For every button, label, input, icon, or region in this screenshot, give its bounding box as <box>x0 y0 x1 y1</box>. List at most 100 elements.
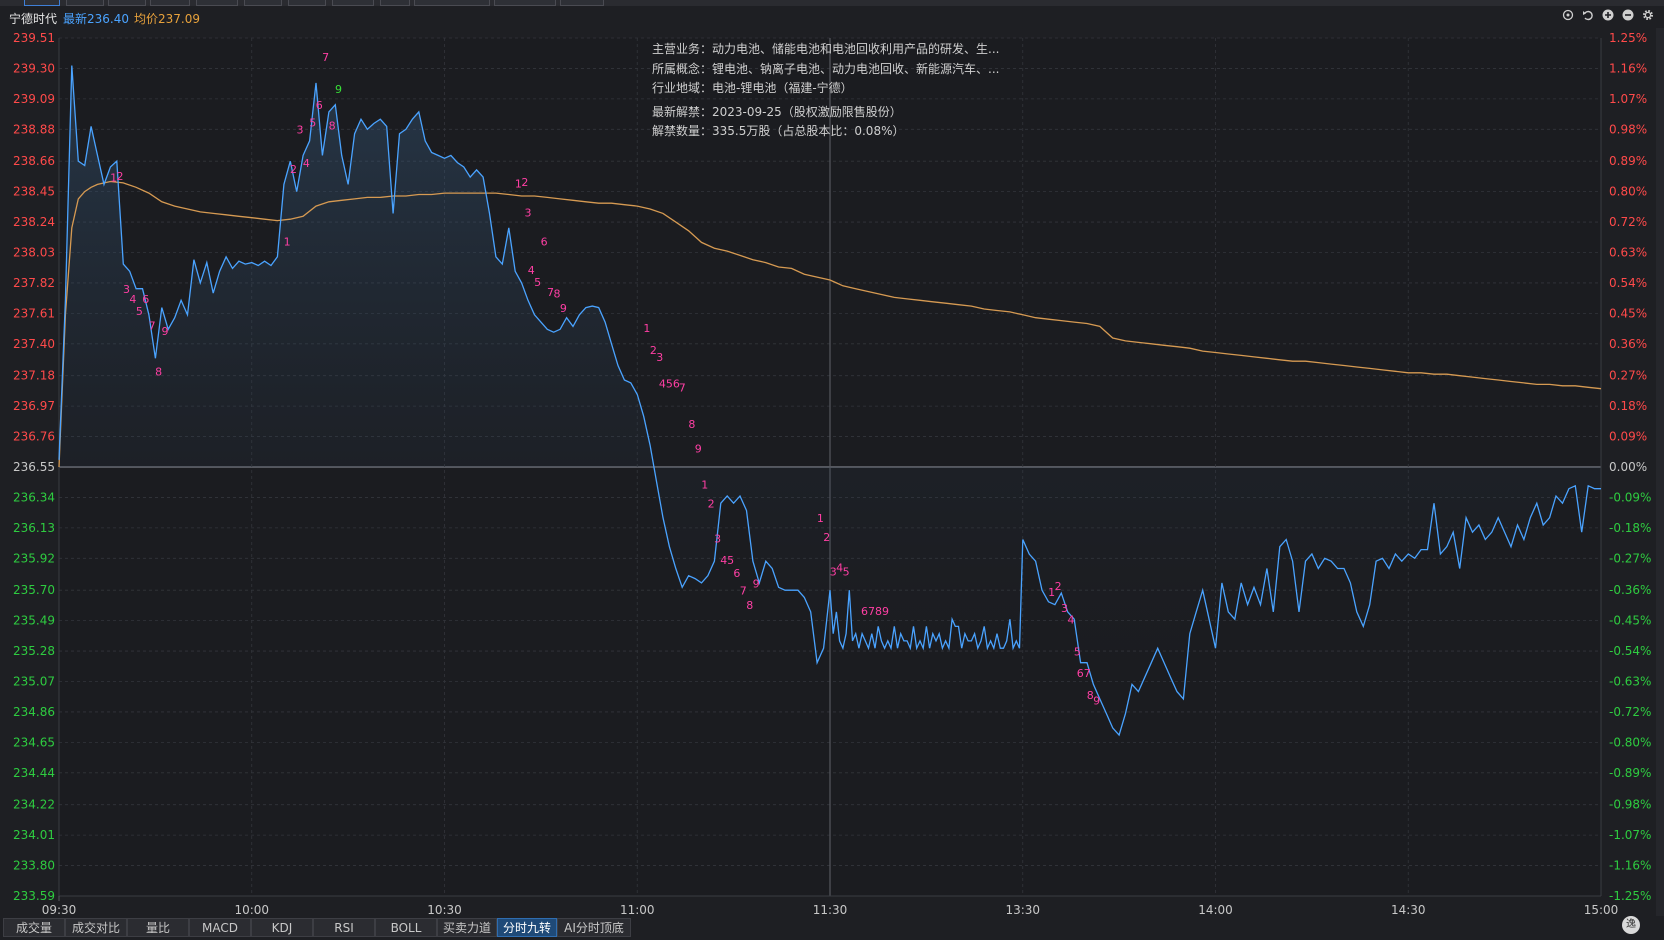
y-tick-label-left: 238.66 <box>13 154 55 168</box>
y-tick-label-left: 236.13 <box>13 521 55 535</box>
nine-turn-signal-label: 3 <box>1061 602 1068 615</box>
corner-floating-button[interactable]: 逸 <box>1622 916 1640 934</box>
nine-turn-signal-label: 1 <box>701 479 708 492</box>
x-tick-label: 14:00 <box>1198 903 1233 916</box>
unlock-amount: 解禁数量：335.5万股（占总股本比：0.08%） <box>652 124 905 138</box>
y-tick-label-left: 237.40 <box>13 337 55 351</box>
tab-nine-turn[interactable]: 分时九转 <box>497 918 557 937</box>
y-tick-label-right: 0.45% <box>1609 306 1647 320</box>
nine-turn-signal-label: 9 <box>1093 695 1100 708</box>
right-scroll-strip[interactable] <box>1656 28 1664 916</box>
nine-turn-signal-label: 4 <box>836 561 843 574</box>
nine-turn-signal-label: 1 <box>515 177 522 190</box>
nine-turn-signal-label: 3 <box>656 351 663 364</box>
y-tick-label-right: 0.89% <box>1609 154 1647 168</box>
y-tick-label-left: 234.44 <box>13 766 55 780</box>
latest-unlock: 最新解禁：2023-09-25（股权激励限售股份） <box>652 104 902 119</box>
x-tick-label: 11:00 <box>620 903 655 916</box>
nine-turn-signal-label: 2 <box>521 176 528 189</box>
y-tick-label-right: -1.25% <box>1609 889 1651 903</box>
tab-buy-sell-force[interactable]: 买卖力道 <box>437 918 497 937</box>
top-toolbar-strip <box>0 0 1664 6</box>
toolbar-button[interactable] <box>244 0 282 6</box>
nine-turn-signal-label: 45 <box>720 554 734 567</box>
y-tick-label-right: -0.18% <box>1609 521 1651 535</box>
toolbar-button[interactable] <box>196 0 238 6</box>
toolbar-button[interactable] <box>108 0 146 6</box>
nine-turn-signal-label: 5 <box>534 276 541 289</box>
nine-turn-signal-label: 9 <box>335 83 342 96</box>
nine-turn-signal-label: 6 <box>316 99 323 112</box>
nine-turn-signal-label: 7 <box>322 51 329 64</box>
toolbar-button[interactable] <box>414 0 490 6</box>
y-tick-label-right: 0.72% <box>1609 215 1647 229</box>
nine-turn-signal-label: 3 <box>525 206 532 219</box>
nine-turn-signal-label: 67 <box>1077 667 1091 680</box>
tab-rsi[interactable]: RSI <box>313 918 375 937</box>
y-tick-label-right: 0.80% <box>1609 185 1647 199</box>
y-tick-label-left: 239.51 <box>13 31 55 45</box>
x-tick-label: 13:30 <box>1005 903 1040 916</box>
y-tick-label-left: 237.61 <box>13 306 55 320</box>
price-area-fill <box>59 65 1601 736</box>
toolbar-button[interactable] <box>332 0 374 6</box>
y-tick-label-left: 236.34 <box>13 490 55 504</box>
industry-region: 行业地域：电池-锂电池（福建-宁德） <box>652 81 853 95</box>
y-tick-label-left: 239.09 <box>13 92 55 106</box>
tab-volume-ratio[interactable]: 量比 <box>127 918 189 937</box>
gear-icon[interactable] <box>1642 9 1654 21</box>
tab-volume[interactable]: 成交量 <box>3 918 65 937</box>
nine-turn-signal-label: 5 <box>309 116 316 129</box>
tab-macd[interactable]: MACD <box>189 918 251 937</box>
nine-turn-signal-label: 7 <box>679 382 686 395</box>
zoom-out-icon[interactable] <box>1622 9 1634 21</box>
toolbar-button[interactable] <box>66 0 104 6</box>
nine-turn-signal-label: 3 <box>296 124 303 137</box>
undo-icon[interactable] <box>1582 9 1594 21</box>
zoom-in-icon[interactable] <box>1602 9 1614 21</box>
toolbar-button[interactable] <box>494 0 556 6</box>
toolbar-button[interactable] <box>380 0 410 6</box>
y-tick-label-right: 1.07% <box>1609 92 1647 106</box>
refresh-icon[interactable] <box>1562 9 1574 21</box>
average-price-line <box>58 180 1602 468</box>
toolbar-button[interactable] <box>150 0 190 6</box>
nine-turn-signal-label: 9 <box>753 577 760 590</box>
nine-turn-signal-label: 1 <box>817 512 824 525</box>
tab-volume-compare[interactable]: 成交对比 <box>65 918 127 937</box>
y-tick-label-right: -1.07% <box>1609 828 1651 842</box>
nine-turn-signal-label: 8 <box>155 366 162 379</box>
nine-turn-signal-label: 9 <box>695 443 702 456</box>
y-tick-label-left: 234.01 <box>13 828 55 842</box>
y-tick-label-left: 234.65 <box>13 735 55 749</box>
x-tick-label: 15:00 <box>1584 903 1619 916</box>
y-tick-label-right: 0.00% <box>1609 460 1647 474</box>
y-tick-label-right: -0.36% <box>1609 583 1651 597</box>
nine-turn-signal-label: 3 <box>830 566 837 579</box>
tab-kdj[interactable]: KDJ <box>251 918 313 937</box>
stock-name: 宁德时代 <box>9 12 58 26</box>
toolbar-button[interactable] <box>24 0 60 6</box>
nine-turn-signal-label: 4 <box>303 157 310 170</box>
y-tick-label-left: 238.88 <box>13 122 55 136</box>
tab-boll[interactable]: BOLL <box>375 918 437 937</box>
y-tick-label-left: 235.28 <box>13 644 55 658</box>
toolbar-button[interactable] <box>560 0 604 6</box>
intraday-chart[interactable]: 239.51 1.25% 239.30 1.16% 239.09 1.07% 238.88 0… <box>0 28 1656 916</box>
toolbar-button[interactable] <box>288 0 326 6</box>
nine-turn-signal-label: 2 <box>823 531 830 544</box>
y-tick-label-right: 0.27% <box>1609 369 1647 383</box>
nine-turn-signal-label: 6 <box>541 235 548 248</box>
y-tick-label-left: 235.70 <box>13 583 55 597</box>
average-price: 均价237.09 <box>134 12 200 26</box>
y-tick-label-right: -1.16% <box>1609 859 1651 873</box>
y-tick-label-right: 0.98% <box>1609 122 1647 136</box>
price-line <box>58 65 1601 737</box>
y-tick-label-right: 0.09% <box>1609 430 1647 444</box>
y-tick-label-right: -0.98% <box>1609 798 1651 812</box>
y-tick-label-left: 235.92 <box>13 551 55 565</box>
tab-ai-top-bottom[interactable]: AI分时顶底 <box>557 918 631 937</box>
y-tick-label-left: 235.49 <box>13 614 55 628</box>
y-tick-label-left: 238.45 <box>13 185 55 199</box>
nine-turn-signal-label: 8 <box>329 119 336 132</box>
